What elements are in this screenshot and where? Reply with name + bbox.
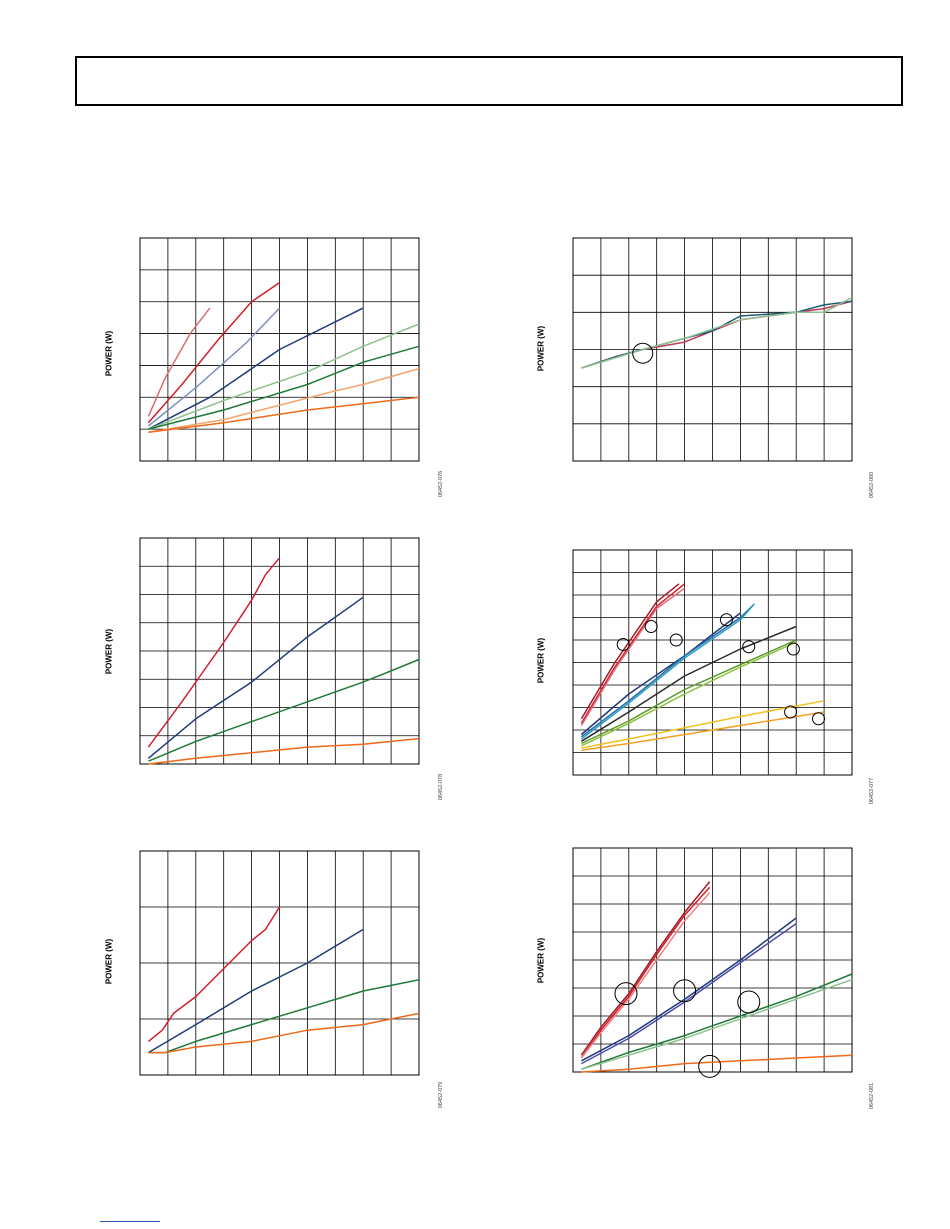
series-line bbox=[148, 396, 420, 434]
series-line bbox=[581, 973, 853, 1070]
series-line bbox=[148, 1012, 420, 1054]
y-axis-label: POWER (W) bbox=[536, 325, 546, 372]
callout-circle bbox=[719, 613, 733, 627]
callout-circle bbox=[698, 1054, 722, 1078]
series-line bbox=[147, 281, 280, 424]
series-line bbox=[148, 367, 420, 434]
footer-link-underline bbox=[100, 1221, 160, 1222]
series-line bbox=[580, 603, 755, 740]
series-line bbox=[580, 583, 680, 720]
y-axis-label: POWER (W) bbox=[104, 628, 114, 675]
chart-3 bbox=[139, 850, 420, 1076]
callout-circle bbox=[784, 705, 798, 719]
series-line bbox=[581, 625, 797, 742]
y-axis-label: POWER (W) bbox=[104, 938, 114, 985]
series-line bbox=[148, 323, 420, 430]
series-line bbox=[581, 300, 853, 369]
series-line bbox=[580, 587, 686, 726]
series-line bbox=[580, 892, 711, 1059]
series-line bbox=[580, 881, 711, 1056]
series-line bbox=[581, 700, 825, 749]
plot-frame bbox=[139, 850, 420, 1076]
series-line bbox=[581, 917, 797, 1062]
series-line bbox=[581, 978, 853, 1070]
callout-circle bbox=[669, 633, 683, 647]
plot-frame bbox=[572, 847, 853, 1073]
series-line bbox=[581, 711, 825, 752]
series-line bbox=[148, 307, 364, 430]
plot-frame bbox=[139, 237, 420, 462]
series-line bbox=[580, 603, 755, 738]
callout-circle bbox=[742, 640, 756, 654]
plot-frame bbox=[572, 549, 853, 776]
callout-circle bbox=[632, 342, 654, 364]
series-line bbox=[148, 658, 420, 762]
callout-circle bbox=[786, 642, 800, 656]
series-line bbox=[148, 737, 420, 765]
callout-circle bbox=[673, 979, 697, 1003]
series-line bbox=[581, 296, 853, 369]
series-line bbox=[580, 886, 711, 1059]
y-axis-label: POWER (W) bbox=[104, 330, 114, 377]
plot-frame bbox=[572, 237, 853, 462]
figure-id: 06452-076 bbox=[438, 470, 444, 498]
series-line bbox=[148, 928, 364, 1054]
callout-circle bbox=[644, 620, 658, 633]
chart-5 bbox=[572, 549, 853, 776]
series-line bbox=[580, 583, 686, 724]
plot-frame bbox=[139, 537, 420, 765]
header-frame bbox=[75, 56, 903, 106]
callout-circle bbox=[614, 982, 638, 1006]
series-line bbox=[147, 596, 364, 759]
y-axis-label: POWER (W) bbox=[536, 937, 546, 984]
series-line bbox=[581, 1054, 853, 1073]
y-axis-label: POWER (W) bbox=[536, 637, 546, 684]
series-line bbox=[148, 979, 420, 1054]
series-line bbox=[147, 906, 281, 1042]
series-line bbox=[147, 307, 281, 427]
series-line bbox=[581, 922, 797, 1065]
series-line bbox=[581, 300, 853, 369]
figure-id: 06452-079 bbox=[438, 1081, 444, 1109]
figure-id: 06452-077 bbox=[869, 777, 875, 805]
callout-circle bbox=[737, 990, 761, 1014]
chart-4 bbox=[572, 237, 853, 462]
chart-2 bbox=[139, 537, 420, 765]
series-line bbox=[581, 639, 797, 745]
chart-6 bbox=[572, 847, 853, 1078]
series-line bbox=[148, 345, 420, 430]
series-line bbox=[147, 557, 281, 748]
callout-circle bbox=[812, 712, 826, 726]
series-line bbox=[581, 641, 797, 747]
series-line bbox=[580, 612, 741, 736]
figure-id: 06452-080 bbox=[869, 471, 875, 499]
series-line bbox=[147, 307, 211, 417]
chart-1 bbox=[139, 237, 420, 462]
figure-id: 06452-078 bbox=[438, 773, 444, 801]
callout-circle bbox=[616, 638, 630, 651]
figure-id: 06452-081 bbox=[869, 1082, 875, 1110]
